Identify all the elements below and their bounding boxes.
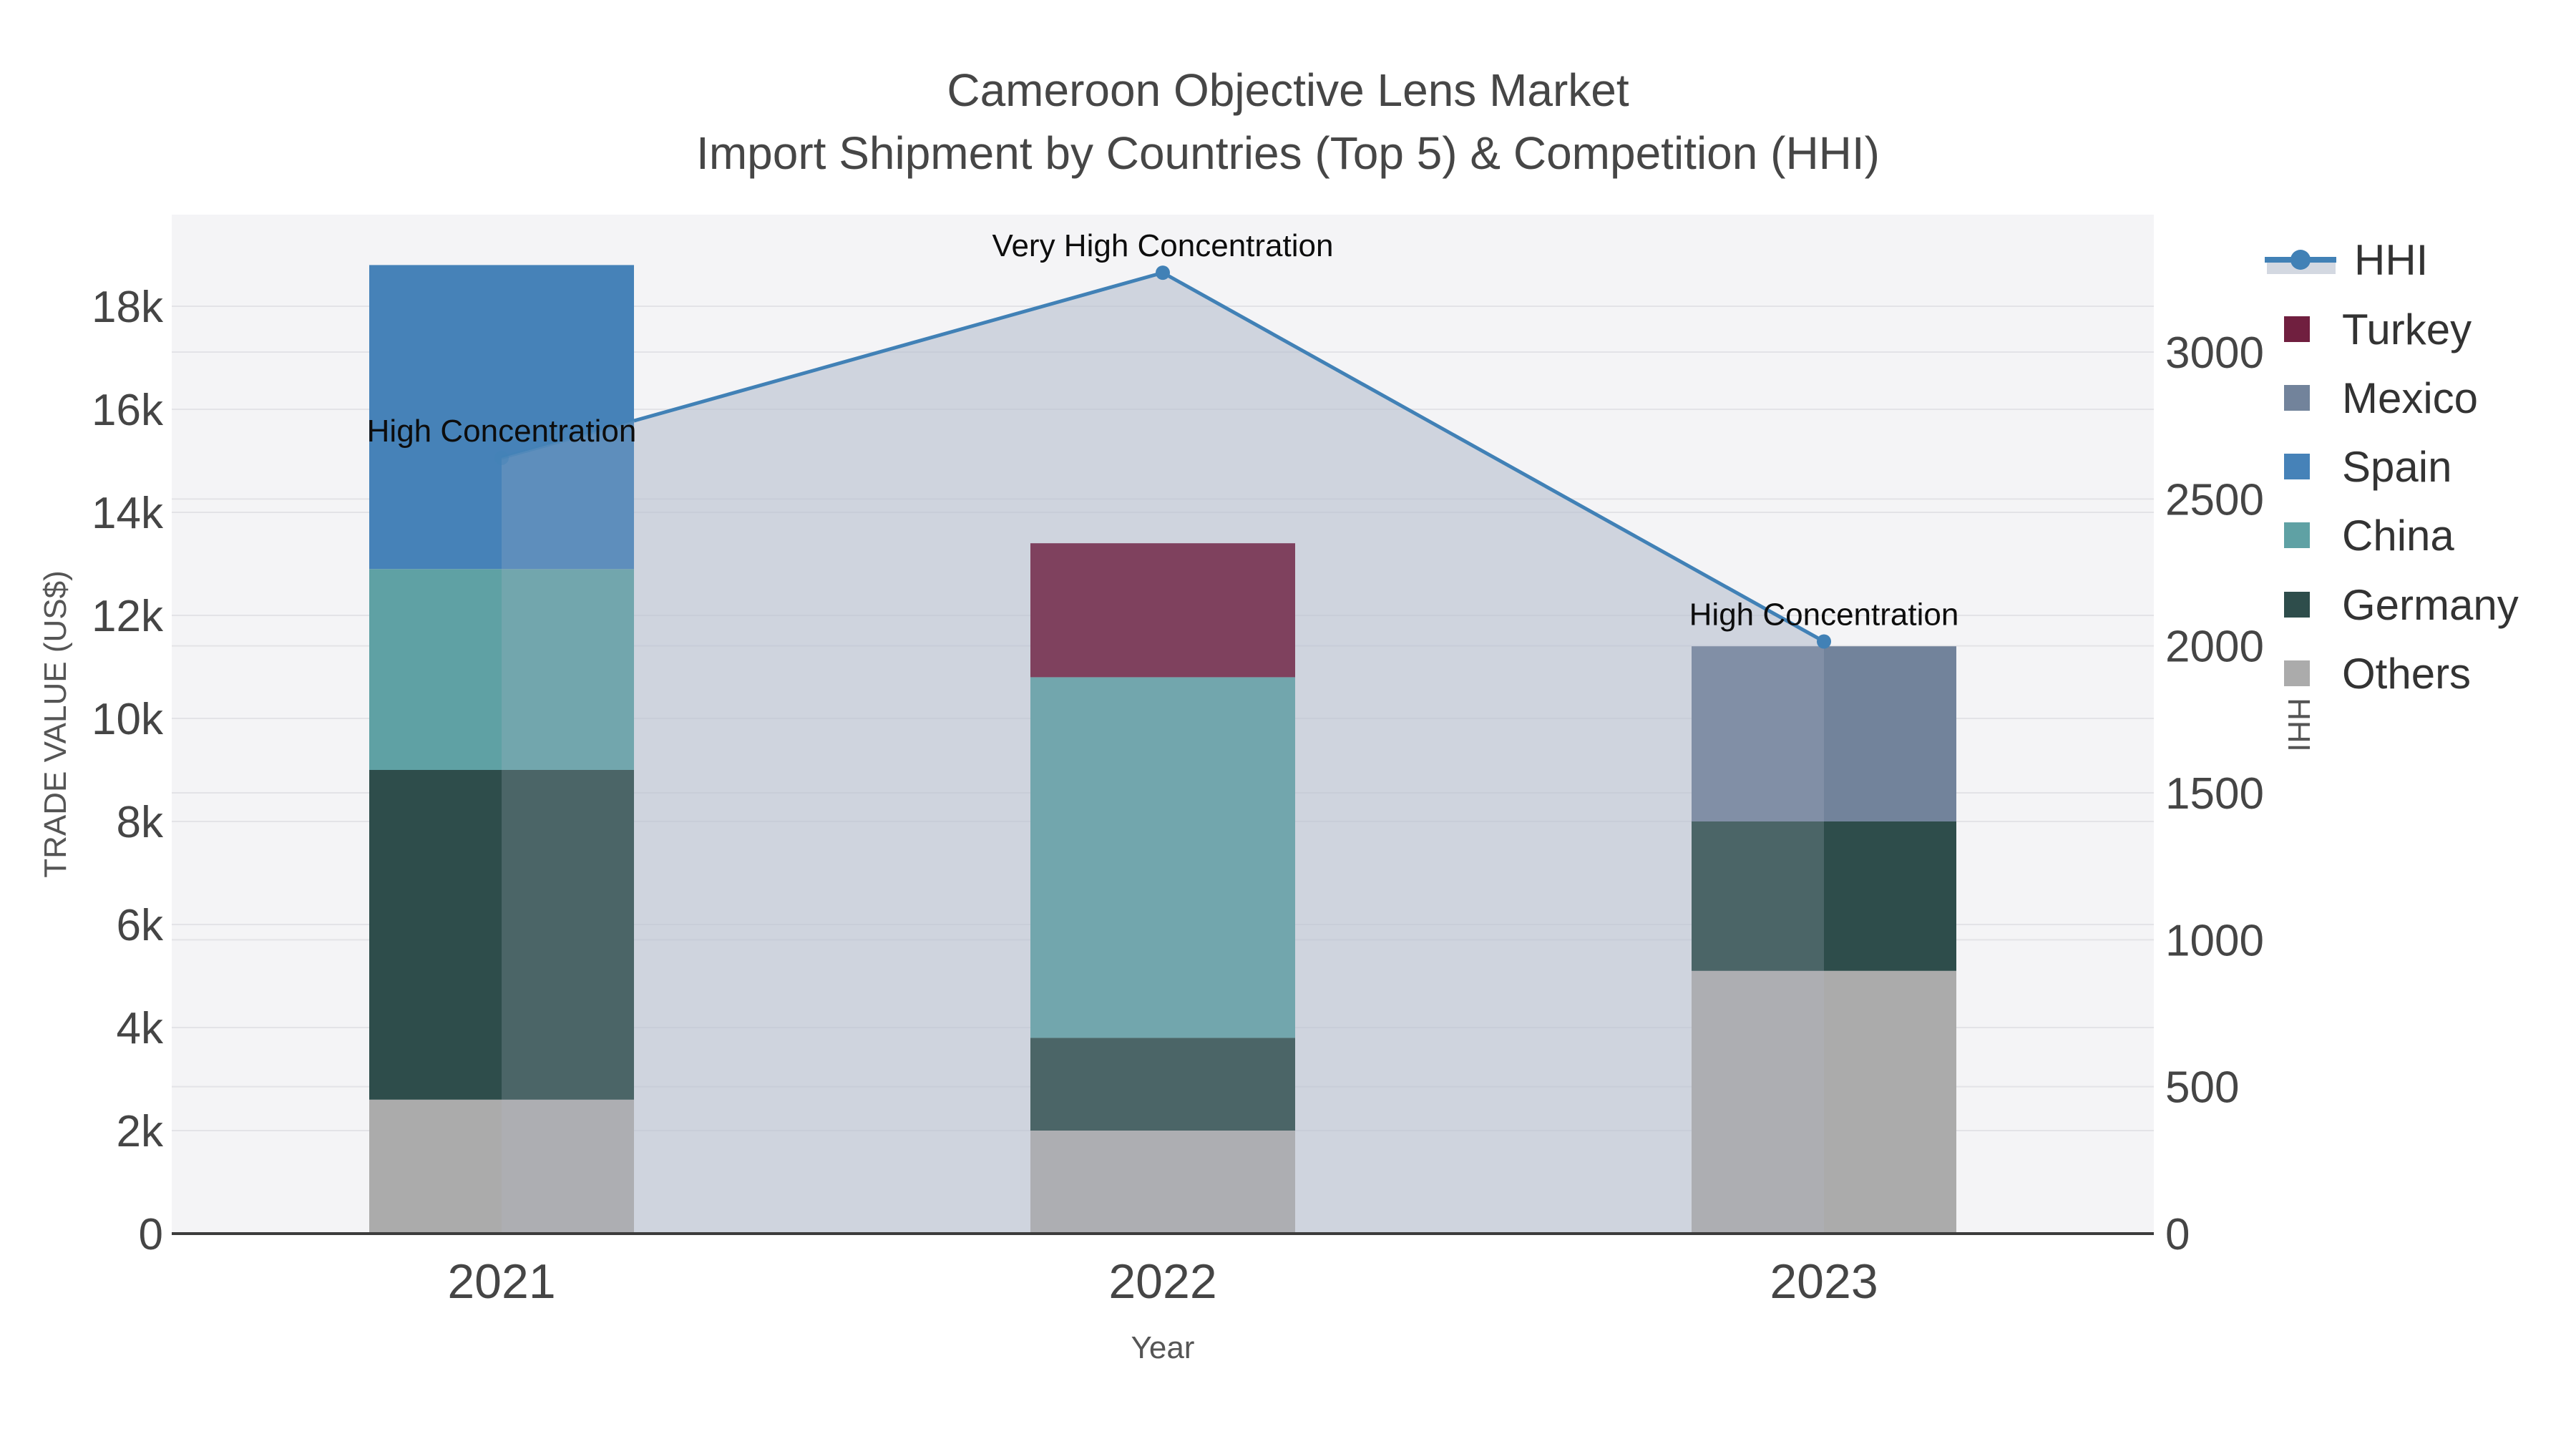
legend-swatch-spain <box>2284 454 2310 479</box>
bar-2022-china[interactable] <box>1030 677 1295 1038</box>
left-tick-6k: 6k <box>117 901 164 950</box>
hhi-line-behind-bar <box>501 419 635 460</box>
left-tick-2k: 2k <box>117 1107 164 1156</box>
legend-item-turkey[interactable]: Turkey <box>2284 306 2472 353</box>
annotations: High Concentration Very High Concentratio… <box>367 228 1959 632</box>
hhi-point-2023[interactable] <box>1817 634 1831 649</box>
right-tick-2500: 2500 <box>2165 475 2264 525</box>
left-tick-10k: 10k <box>92 695 164 744</box>
legend-item-germany[interactable]: Germany <box>2284 581 2519 629</box>
legend-item-china[interactable]: China <box>2284 512 2454 560</box>
legend-label-turkey: Turkey <box>2342 306 2472 353</box>
legend-label-mexico: Mexico <box>2342 374 2478 422</box>
hhi-point-2021[interactable] <box>494 450 509 465</box>
left-tick-8k: 8k <box>117 798 164 847</box>
bar-2021-others[interactable] <box>369 1099 634 1234</box>
legend-label-china: China <box>2342 512 2454 560</box>
legend-item-mexico[interactable]: Mexico <box>2284 374 2478 422</box>
legend-label-hhi: HHI <box>2354 236 2428 284</box>
bar-2021-china[interactable] <box>369 569 634 770</box>
bar-2021-spain[interactable] <box>369 265 634 570</box>
legend-label-others: Others <box>2342 650 2471 698</box>
right-tick-3000: 3000 <box>2165 328 2264 378</box>
hhi-area-over <box>502 273 1824 1234</box>
hhi-area-fill-over <box>502 273 1824 1234</box>
legend-swatch-china <box>2284 522 2310 548</box>
legend-item-spain[interactable]: Spain <box>2284 443 2451 491</box>
x-axis-title: Year <box>1131 1330 1195 1365</box>
legend-hhi-marker <box>2290 250 2311 270</box>
right-axis-title: HHI <box>2281 698 2316 752</box>
right-tick-2000: 2000 <box>2165 623 2264 672</box>
legend-swatch-mexico <box>2284 385 2310 411</box>
legend-swatch-germany <box>2284 592 2310 618</box>
hhi-point-2022[interactable] <box>1156 265 1170 280</box>
bar-2023-mexico[interactable] <box>1692 646 1956 821</box>
right-tick-500: 500 <box>2165 1063 2239 1113</box>
bar-2022-turkey[interactable] <box>1030 543 1295 678</box>
x-tick-2021: 2021 <box>447 1254 555 1309</box>
right-tick-0: 0 <box>2165 1210 2190 1259</box>
legend-label-germany: Germany <box>2342 581 2519 629</box>
left-tick-14k: 14k <box>92 489 164 538</box>
hhi-annotation-2021: High Concentration <box>367 414 637 449</box>
chart-subtitle: Import Shipment by Countries (Top 5) & C… <box>696 127 1880 179</box>
chart-title: Cameroon Objective Lens Market <box>947 64 1629 116</box>
x-tick-2022: 2022 <box>1108 1254 1216 1309</box>
legend-label-spain: Spain <box>2342 443 2451 491</box>
legend-swatch-others <box>2284 660 2310 686</box>
left-tick-18k: 18k <box>92 283 164 332</box>
stacked-bars <box>369 265 1956 1234</box>
left-tick-0: 0 <box>139 1210 163 1259</box>
hhi-annotation-2022: Very High Concentration <box>992 228 1334 263</box>
right-tick-1000: 1000 <box>2165 916 2264 965</box>
legend-item-hhi[interactable]: HHI <box>2265 236 2428 284</box>
left-tick-4k: 4k <box>117 1004 164 1053</box>
left-axis-title: TRADE VALUE (US$) <box>38 570 73 878</box>
left-tick-12k: 12k <box>92 592 164 641</box>
legend-swatch-turkey <box>2284 316 2310 342</box>
hhi-line[interactable] <box>494 265 1831 649</box>
legend-item-others[interactable]: Others <box>2284 650 2471 698</box>
bar-2022-others[interactable] <box>1030 1131 1295 1234</box>
bar-2022-germany[interactable] <box>1030 1038 1295 1131</box>
hhi-annotation-2023: High Concentration <box>1689 597 1959 633</box>
right-tick-1500: 1500 <box>2165 769 2264 819</box>
bar-2021-germany[interactable] <box>369 770 634 1100</box>
legend: HHI Turkey Mexico Spain China Germany Others <box>2265 236 2519 698</box>
bar-2023-others[interactable] <box>1692 970 1956 1234</box>
left-tick-16k: 16k <box>92 386 164 435</box>
bar-2023-germany[interactable] <box>1692 821 1956 971</box>
x-tick-2023: 2023 <box>1770 1254 1878 1309</box>
axes: 0 2k 4k 6k 8k 10k 12k 14k 16k 18k 0 500 1000 1500 2000… <box>92 283 2264 1309</box>
